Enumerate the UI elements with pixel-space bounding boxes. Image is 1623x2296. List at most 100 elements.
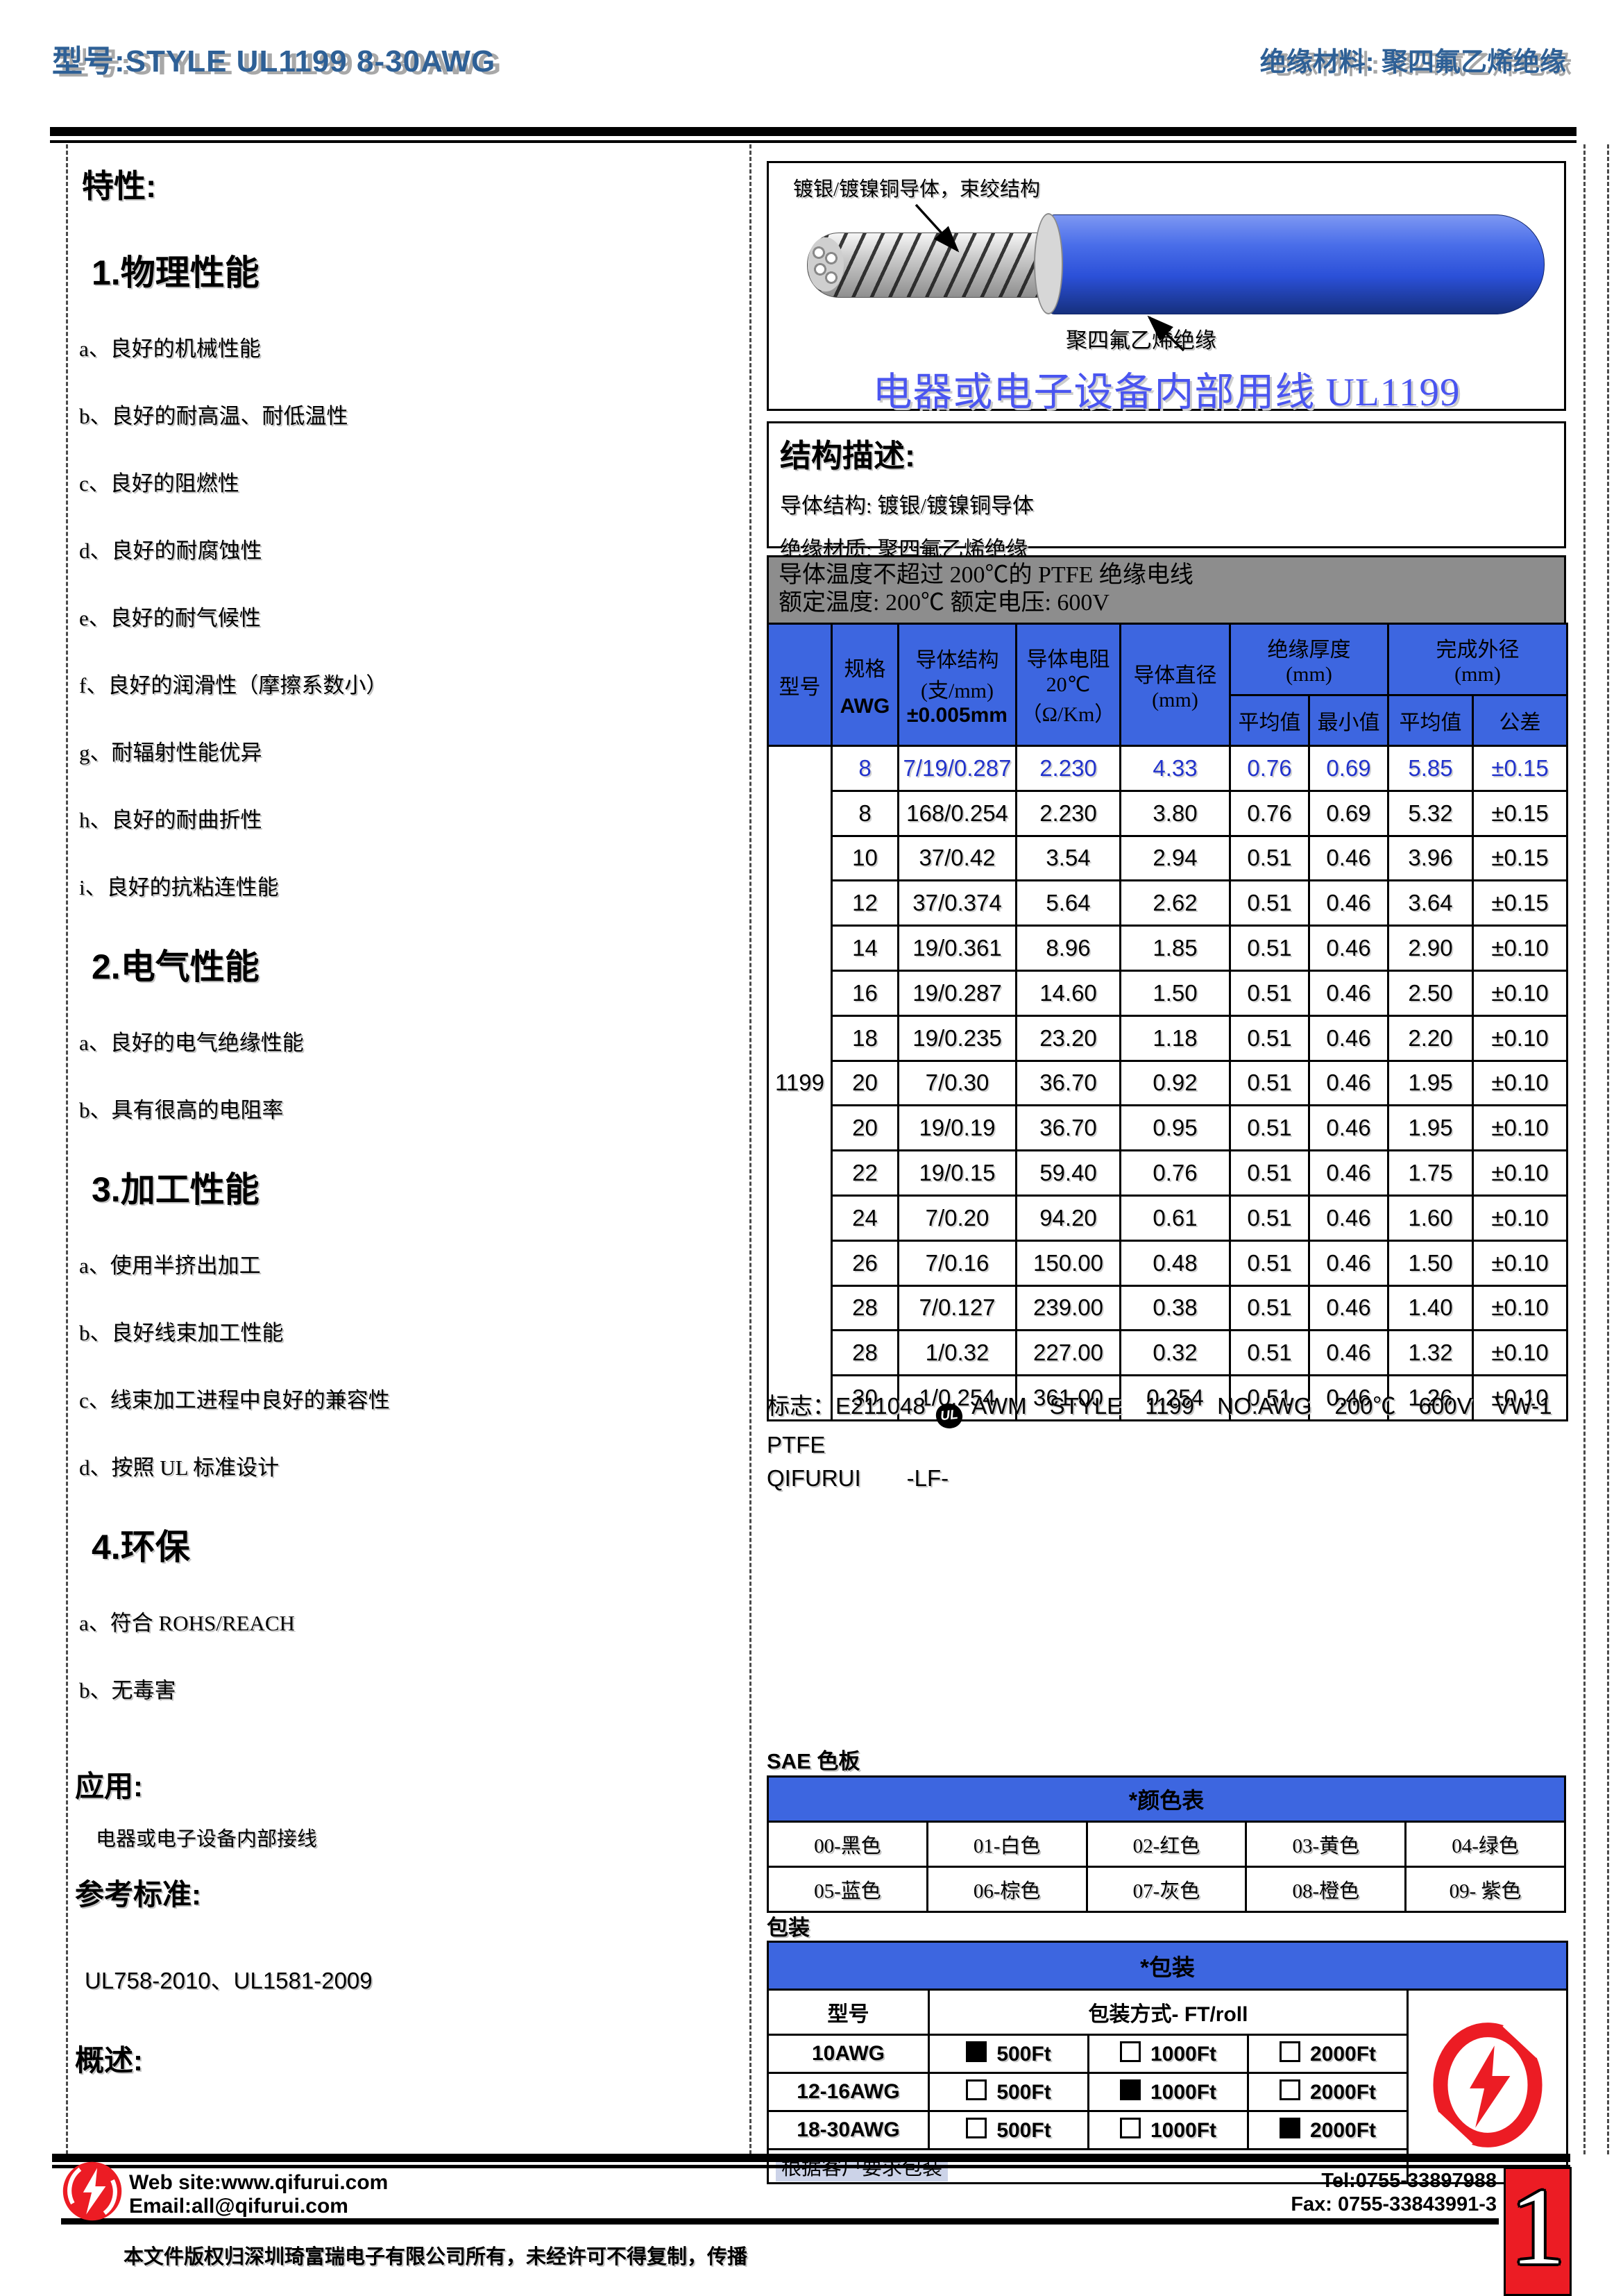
feature-section-heading: 4.环保 — [92, 1528, 190, 1567]
feature-item: a、良好的电气绝缘性能 — [79, 1031, 304, 1055]
spec-cell: 0.46 — [1308, 1239, 1389, 1287]
spec-cell: 1.50 — [1387, 1239, 1474, 1287]
packaging-row: 10AWG 500Ft 1000Ft 2000Ft — [767, 2034, 1567, 2074]
insulation-label: 聚四氟乙烯绝缘 — [1066, 328, 1216, 353]
footer-rule-thin — [52, 2165, 1570, 2168]
spec-cell: 19/0.19 — [897, 1104, 1017, 1152]
col-conductor-unit: (支/mm) — [921, 679, 994, 702]
feature-section-heading: 2.电气性能 — [92, 947, 260, 986]
option-label: 1000Ft — [1150, 2043, 1217, 2066]
spec-cell: 19/0.235 — [897, 1014, 1017, 1062]
checkbox-1216awg-500ft[interactable] — [966, 2079, 987, 2100]
option-label: 2000Ft — [1309, 2081, 1377, 2104]
spec-cell: 7/19/0.287 — [897, 745, 1017, 792]
structure-title: 结构描述: — [780, 438, 915, 473]
option-label: 500Ft — [996, 2119, 1051, 2142]
checkbox-1216awg-2000ft[interactable] — [1279, 2079, 1300, 2100]
spec-cell: 0.46 — [1308, 834, 1389, 882]
packaging-model: 10AWG — [767, 2034, 930, 2074]
spec-cell: 0.46 — [1308, 1149, 1389, 1197]
color-cell: 07-灰色 — [1085, 1866, 1248, 1913]
spec-cell: ±0.15 — [1472, 879, 1568, 927]
spec-cell: 7/0.16 — [897, 1239, 1017, 1287]
spec-cell: 1.18 — [1119, 1014, 1231, 1062]
spec-cell: ±0.10 — [1472, 1374, 1568, 1421]
spec-cell: 0.69 — [1308, 789, 1389, 837]
spec-cell: 37/0.374 — [897, 879, 1017, 927]
col-awg-label: 规格 — [844, 657, 886, 681]
col-diameter: 导体直径 (mm) — [1119, 623, 1231, 747]
feature-item: b、良好的耐高温、耐低温性 — [79, 404, 348, 428]
option-label: 2000Ft — [1309, 2043, 1377, 2066]
spec-cell: 2.230 — [1015, 745, 1121, 792]
packaging-col-method: 包装方式- FT/roll — [928, 1989, 1409, 2036]
mark-prefix: 标志：E211048 — [767, 1393, 926, 1419]
spec-cell: 1.75 — [1387, 1149, 1474, 1197]
spec-cell: 16 — [831, 969, 899, 1017]
sae-section-label: SAE 色板 — [767, 1749, 860, 1773]
spec-cell: ±0.10 — [1472, 925, 1568, 972]
col-conductor: 导体结构 (支/mm) ±0.005mm — [897, 623, 1017, 747]
spec-row: 14 19/0.361 8.96 1.85 0.51 0.46 2.90 ±0.10 — [768, 925, 1568, 972]
col-conductor-label: 导体结构 — [915, 648, 999, 672]
footer-website[interactable]: Web site:www.qifurui.com — [129, 2171, 389, 2194]
color-row: 05-蓝色 06-棕色 07-灰色 08-橙色 09- 紫色 — [767, 1866, 1566, 1913]
spec-cell: 8 — [831, 745, 899, 792]
col-resistance: 导体电阻 20℃ （Ω/Km） — [1015, 623, 1121, 747]
col-insulation-unit: (mm) — [1286, 663, 1332, 686]
packaging-section-label: 包装 — [767, 1916, 810, 1940]
spec-cell: 26 — [831, 1239, 899, 1287]
checkbox-10awg-500ft[interactable] — [966, 2041, 987, 2062]
spec-cell: ±0.10 — [1472, 1239, 1568, 1287]
feature-item: b、无毒害 — [79, 1678, 176, 1703]
spec-cell: 2.230 — [1015, 789, 1121, 837]
wire-diagram: 镀银/镀镍铜导体，束绞结构 聚四氟乙烯绝缘 电器或电子设备内部用线 UL1199 — [767, 161, 1566, 414]
feature-item: e、良好的耐气候性 — [79, 606, 261, 630]
col-resistance-label: 导体电阻 — [1026, 648, 1110, 671]
checkbox-1216awg-1000ft[interactable] — [1119, 2079, 1141, 2100]
wire-caption: 电器或电子设备内部用线 UL1199 — [872, 371, 1461, 414]
footer-email[interactable]: Email:all@qifurui.com — [129, 2195, 348, 2218]
checkbox-1830awg-1000ft[interactable] — [1119, 2118, 1141, 2138]
feature-item: g、耐辐射性能优异 — [79, 741, 262, 765]
company-logo — [1406, 1989, 1569, 2184]
col-insulation-label: 绝缘厚度 — [1267, 639, 1351, 661]
spec-cell: 59.40 — [1015, 1149, 1121, 1197]
spec-cell: 1.40 — [1387, 1284, 1474, 1332]
footer-rule-bottom — [61, 2218, 1499, 2225]
checkbox-10awg-2000ft[interactable] — [1279, 2041, 1300, 2062]
spec-cell: 37/0.42 — [897, 834, 1017, 882]
checkbox-10awg-1000ft[interactable] — [1119, 2041, 1141, 2062]
structure-description-box: 结构描述: 导体结构: 镀银/镀镍铜导体 绝缘材质: 聚四氟乙烯绝缘 — [767, 421, 1566, 562]
right-margin-guide-inner — [1583, 144, 1586, 2154]
spec-row: 12 37/0.374 5.64 2.62 0.51 0.46 3.64 ±0.15 — [768, 879, 1568, 927]
spec-cell: 1.60 — [1387, 1194, 1474, 1242]
spec-cell: 22 — [831, 1149, 899, 1197]
spec-caption-line2: 额定温度: 200℃ 额定电压: 600V — [779, 590, 1110, 616]
spec-cell: 5.32 — [1387, 789, 1474, 837]
checkbox-1830awg-2000ft[interactable] — [1279, 2118, 1300, 2138]
right-margin-guide-outer — [1607, 144, 1609, 2154]
spec-cell: 94.20 — [1015, 1194, 1121, 1242]
spec-cell: 20 — [831, 1059, 899, 1107]
spec-cell: 0.51 — [1229, 1329, 1310, 1377]
feature-item: b、良好线束加工性能 — [79, 1321, 284, 1345]
spec-cell: 0.46 — [1308, 1014, 1389, 1062]
spec-cell: 18 — [831, 1014, 899, 1062]
feature-item: b、具有很高的电阻率 — [79, 1098, 284, 1122]
feature-item: a、良好的机械性能 — [79, 337, 261, 361]
col-awg-sub: AWG — [840, 694, 890, 718]
spec-row: 28 7/0.127 239.00 0.38 0.51 0.46 1.40 ±0.10 — [768, 1284, 1568, 1332]
spec-cell: 1.50 — [1119, 969, 1231, 1017]
checkbox-1830awg-500ft[interactable] — [966, 2118, 987, 2138]
spec-cell: 5.85 — [1387, 745, 1474, 792]
spec-cell: 0.38 — [1119, 1284, 1231, 1332]
spec-cell: 7/0.20 — [897, 1194, 1017, 1242]
spec-cell: 168/0.254 — [897, 789, 1017, 837]
conductor-graphic — [807, 233, 1051, 298]
spec-cell: 19/0.15 — [897, 1149, 1017, 1197]
feature-item: c、良好的阻燃性 — [79, 471, 239, 496]
feature-item: d、良好的耐腐蚀性 — [79, 539, 262, 563]
spec-cell: 0.51 — [1229, 1284, 1310, 1332]
